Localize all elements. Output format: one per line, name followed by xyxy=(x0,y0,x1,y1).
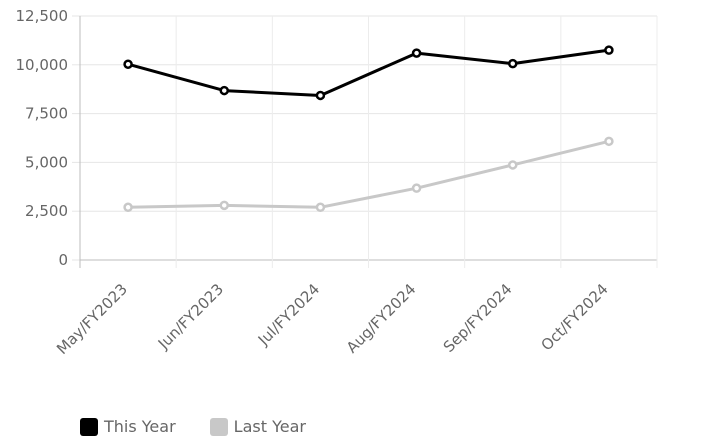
y-axis-ticks: 0 2,500 5,000 7,500 10,000 12,500 xyxy=(16,7,69,269)
y-tick-label: 2,500 xyxy=(25,202,68,220)
data-point-last-year[interactable] xyxy=(508,160,518,170)
data-point-last-year[interactable] xyxy=(123,202,133,213)
y-tick-label: 10,000 xyxy=(16,56,69,74)
legend-label-last-year: Last Year xyxy=(233,417,306,436)
x-tick-label: Jun/FY2023 xyxy=(154,280,227,353)
y-tick-label: 5,000 xyxy=(25,153,68,171)
x-tick-label: Jul/FY2024 xyxy=(254,280,323,349)
series-group xyxy=(123,45,614,213)
legend-item-last-year[interactable]: Last Year xyxy=(209,417,306,436)
legend-item-this-year[interactable]: This Year xyxy=(80,417,176,436)
x-tick-label: Sep/FY2024 xyxy=(440,280,516,356)
data-point-last-year[interactable] xyxy=(315,202,326,213)
data-point-last-year[interactable] xyxy=(604,136,614,147)
legend-swatch-last-year xyxy=(209,417,228,436)
series-line-this-year xyxy=(126,48,611,97)
y-tick-label: 0 xyxy=(58,251,68,269)
data-point-last-year[interactable] xyxy=(219,200,229,211)
x-tick-label: May/FY2023 xyxy=(53,280,131,358)
legend-swatch-this-year xyxy=(80,417,98,436)
data-point-this-year[interactable] xyxy=(508,58,518,69)
data-point-this-year[interactable] xyxy=(123,59,133,69)
legend-label-this-year: This Year xyxy=(104,417,176,436)
data-point-this-year[interactable] xyxy=(315,90,326,101)
y-tick-label: 7,500 xyxy=(25,105,68,123)
data-point-this-year[interactable] xyxy=(411,48,422,58)
x-axis-ticks: May/FY2023 Jun/FY2023 Jul/FY2024 Aug/FY2024… xyxy=(53,280,612,358)
x-tick-label: Aug/FY2024 xyxy=(343,280,420,357)
data-point-this-year[interactable] xyxy=(604,45,614,55)
x-tick-label: Oct/FY2024 xyxy=(538,280,612,354)
legend: This Year Last Year xyxy=(80,417,340,436)
data-point-this-year[interactable] xyxy=(219,85,229,96)
grid-lines xyxy=(72,15,658,268)
data-point-last-year[interactable] xyxy=(411,183,422,193)
series-line-last-year xyxy=(126,139,611,209)
y-tick-label: 12,500 xyxy=(16,7,69,25)
